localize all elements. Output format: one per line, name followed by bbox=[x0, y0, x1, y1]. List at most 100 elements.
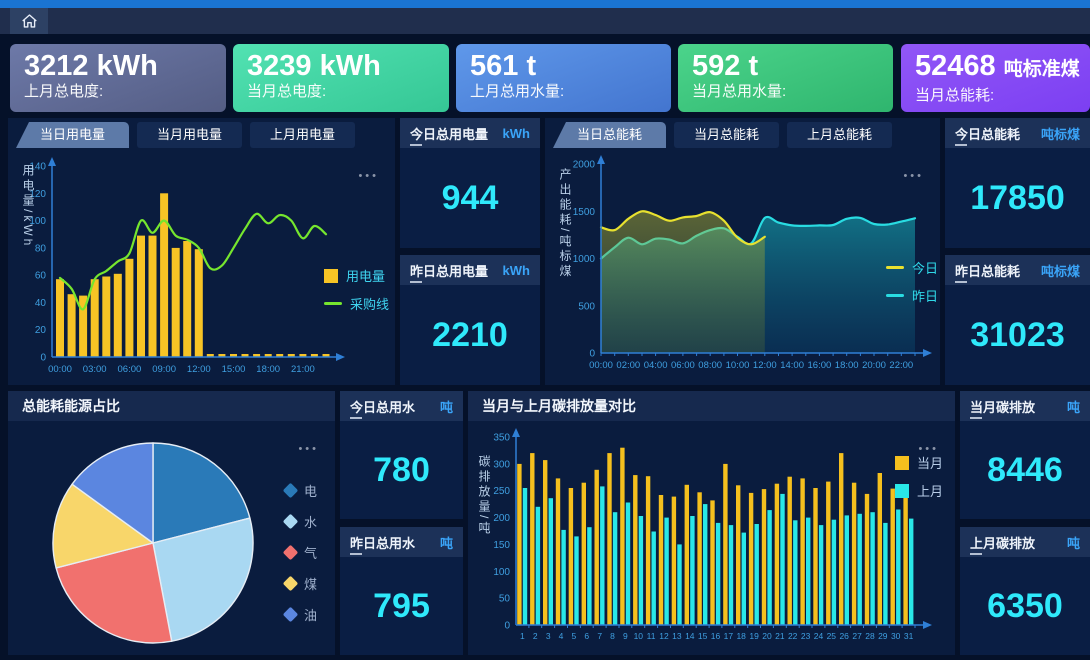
svg-text:26: 26 bbox=[839, 631, 849, 641]
tab-month-electricity[interactable]: 当月用电量 bbox=[137, 122, 243, 148]
svg-text:0: 0 bbox=[504, 621, 510, 632]
svg-text:1: 1 bbox=[520, 631, 525, 641]
stat-month-carbon: 当月碳排放 吨 8446 bbox=[960, 391, 1090, 519]
svg-text:1500: 1500 bbox=[573, 207, 596, 218]
legend-item-line[interactable]: 采购线 bbox=[323, 294, 389, 313]
svg-text:350: 350 bbox=[493, 433, 510, 444]
kpi-month-energy: 52468 吨标准煤 当月总能耗: bbox=[901, 44, 1090, 112]
legend-label: 昨日 bbox=[911, 289, 938, 304]
kpi-value: 561 t bbox=[470, 50, 537, 82]
stat-last-month-carbon: 上月碳排放 吨 6350 bbox=[960, 527, 1090, 655]
legend-swatch bbox=[282, 482, 299, 499]
legend-label: 煤 bbox=[303, 577, 317, 592]
svg-text:1000: 1000 bbox=[573, 254, 596, 265]
energy-source-panel: 总能耗能源占比 ••• 电 水 气 煤 油 bbox=[8, 391, 335, 655]
svg-text:16:00: 16:00 bbox=[808, 360, 832, 371]
tab-last-month-energy[interactable]: 上月总能耗 bbox=[787, 122, 893, 148]
svg-text:100: 100 bbox=[493, 567, 510, 578]
kpi-last-month-water: 561 t 上月总用水量: bbox=[456, 44, 671, 112]
legend-swatch bbox=[282, 513, 299, 530]
legend-swatch bbox=[282, 544, 299, 561]
svg-text:20:00: 20:00 bbox=[862, 360, 886, 371]
legend-label: 水 bbox=[303, 515, 317, 530]
svg-text:150: 150 bbox=[493, 540, 510, 551]
svg-text:15:00: 15:00 bbox=[222, 364, 246, 375]
electricity-chart: 0 20 40 60 80 100 120 140 00:00 03:00 06:00 09:00 12… bbox=[8, 148, 395, 385]
legend-item-bars[interactable]: 用电量 bbox=[323, 266, 389, 285]
legend-item-gas[interactable]: 气 bbox=[282, 543, 317, 562]
svg-text:17: 17 bbox=[724, 631, 734, 641]
legend-item-oil[interactable]: 油 bbox=[282, 605, 317, 624]
legend-label: 今日 bbox=[911, 261, 938, 276]
legend-label: 上月 bbox=[916, 484, 943, 499]
svg-text:11: 11 bbox=[647, 631, 656, 641]
stat-title: 今日总能耗 bbox=[955, 126, 1021, 142]
svg-text:120: 120 bbox=[29, 189, 46, 200]
tab-daily-energy[interactable]: 当日总能耗 bbox=[553, 122, 667, 148]
legend-label: 用电量 bbox=[345, 269, 385, 284]
stat-value: 795 bbox=[373, 586, 430, 625]
svg-text:00:00: 00:00 bbox=[48, 364, 72, 375]
svg-text:18:00: 18:00 bbox=[256, 364, 280, 375]
stat-unit: 吨 bbox=[439, 399, 453, 415]
kpi-value: 3239 kWh bbox=[247, 50, 381, 82]
svg-text:2000: 2000 bbox=[573, 160, 596, 171]
electricity-legend: 用电量 采购线 bbox=[323, 266, 389, 313]
stat-yesterday-water: 昨日总用水 吨 795 bbox=[340, 527, 463, 655]
kpi-month-water: 592 t 当月总用水量: bbox=[678, 44, 893, 112]
legend-item-electric[interactable]: 电 bbox=[282, 481, 317, 500]
svg-text:50: 50 bbox=[499, 594, 511, 605]
legend-item-coal[interactable]: 煤 bbox=[282, 574, 317, 593]
svg-text:14:00: 14:00 bbox=[780, 360, 804, 371]
kpi-month-electricity: 3239 kWh 当月总电度: bbox=[233, 44, 449, 112]
energy-chart: 0 500 1000 1500 2000 00:00 02:00 04:00 06:00 08:0… bbox=[545, 148, 940, 385]
legend-swatch bbox=[282, 575, 299, 592]
svg-text:250: 250 bbox=[493, 486, 510, 497]
stat-title: 上月碳排放 bbox=[970, 535, 1036, 551]
svg-text:0: 0 bbox=[40, 353, 46, 364]
legend-item-today[interactable]: 今日 bbox=[885, 258, 938, 277]
stat-unit: 吨 bbox=[439, 535, 453, 551]
legend-item-water[interactable]: 水 bbox=[282, 512, 317, 531]
svg-text:9: 9 bbox=[623, 631, 628, 641]
svg-text:19: 19 bbox=[749, 631, 759, 641]
tab-last-month-electricity[interactable]: 上月用电量 bbox=[250, 122, 356, 148]
svg-text:15: 15 bbox=[698, 631, 708, 641]
home-tab[interactable] bbox=[10, 8, 48, 34]
carbon-chart: 0 50 100 150 200 250 300 350 1 2 3 4 5 6 7 8 9 10 11 12 13 14… bbox=[468, 421, 955, 655]
stat-today-energy: 今日总能耗 吨标煤 17850 bbox=[945, 118, 1090, 248]
svg-text:6: 6 bbox=[584, 631, 589, 641]
kpi-label: 当月总能耗: bbox=[915, 87, 995, 104]
svg-text:21: 21 bbox=[775, 631, 785, 641]
stat-title: 昨日总用电量 bbox=[410, 263, 489, 279]
browser-tab-bar bbox=[0, 8, 1090, 34]
svg-text:500: 500 bbox=[578, 301, 595, 312]
legend-swatch bbox=[894, 455, 909, 470]
carbon-stats: 当月碳排放吨 8446 上月碳排放吨 6350 bbox=[960, 391, 1090, 655]
menu-dots-icon[interactable]: ••• bbox=[298, 443, 319, 455]
svg-text:13: 13 bbox=[672, 631, 682, 641]
pie-legend: 电 水 气 煤 油 bbox=[282, 481, 317, 624]
menu-dots-icon[interactable]: ••• bbox=[358, 170, 379, 182]
legend-item-yesterday[interactable]: 昨日 bbox=[885, 286, 938, 305]
svg-text:10:00: 10:00 bbox=[726, 360, 750, 371]
legend-swatch bbox=[885, 266, 904, 269]
energy-tabs: 当日总能耗 当月总能耗 上月总能耗 bbox=[545, 118, 940, 148]
legend-item-last-month[interactable]: 上月 bbox=[894, 481, 943, 500]
svg-text:7: 7 bbox=[597, 631, 602, 641]
y-axis-label: 用电量/kWh bbox=[21, 164, 35, 249]
svg-text:140: 140 bbox=[29, 162, 46, 173]
tab-daily-electricity[interactable]: 当日用电量 bbox=[16, 122, 130, 148]
legend-item-this-month[interactable]: 当月 bbox=[894, 453, 943, 472]
tab-month-energy[interactable]: 当月总能耗 bbox=[674, 122, 780, 148]
stat-unit: 吨 bbox=[1066, 399, 1080, 415]
stat-unit: 吨标煤 bbox=[1040, 126, 1080, 142]
menu-dots-icon[interactable]: ••• bbox=[918, 443, 939, 455]
energy-stats: 今日总能耗 吨标煤 17850 昨日总能耗 吨标煤 31023 bbox=[945, 118, 1090, 385]
legend-swatch bbox=[894, 483, 909, 498]
electricity-stats: 今日总用电量 kWh 944 昨日总用电量 kWh 2210 bbox=[400, 118, 540, 385]
svg-text:04:00: 04:00 bbox=[644, 360, 668, 371]
svg-text:18: 18 bbox=[736, 631, 746, 641]
kpi-label: 当月总用水量: bbox=[692, 83, 787, 100]
menu-dots-icon[interactable]: ••• bbox=[903, 170, 924, 182]
